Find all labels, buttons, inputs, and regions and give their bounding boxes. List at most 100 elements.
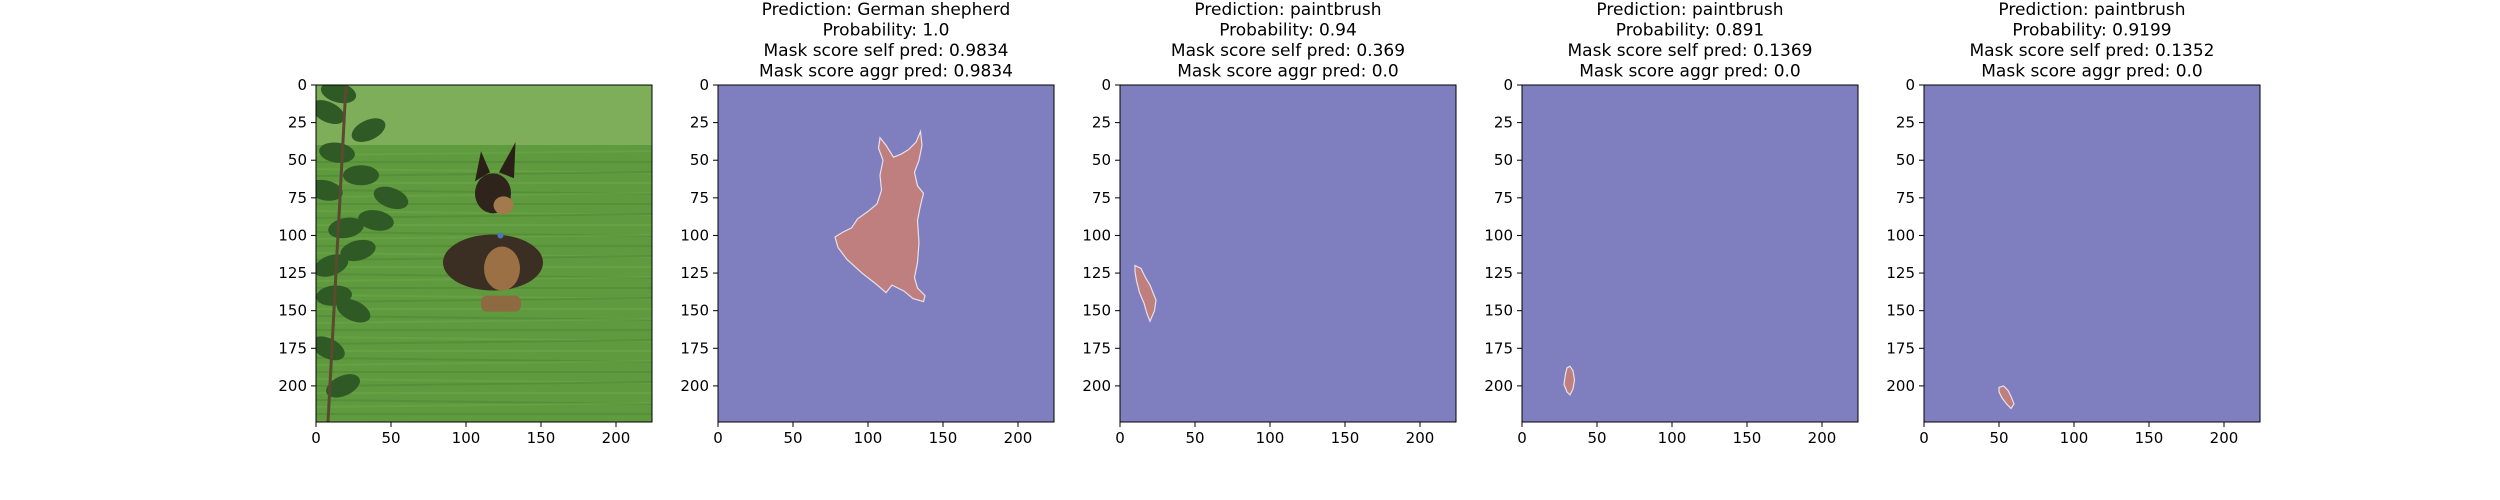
y-tick-label: 75 xyxy=(1092,189,1111,207)
panel-title-line: Probability: 1.0 xyxy=(823,21,950,41)
x-tick-label: 0 xyxy=(1517,429,1527,447)
leaf xyxy=(351,118,386,142)
y-tick-label: 25 xyxy=(690,114,709,132)
leaf xyxy=(373,186,409,210)
panel-title-line: Mask score self pred: 0.369 xyxy=(1171,41,1405,61)
y-tick-label: 0 xyxy=(1101,76,1111,94)
dog-ear xyxy=(499,142,516,179)
grass-texture xyxy=(316,424,652,428)
panel-title-line: Mask score aggr pred: 0.0 xyxy=(1177,62,1399,82)
panel-title-line: Probability: 0.891 xyxy=(1616,21,1764,41)
y-tick-label: 100 xyxy=(1082,226,1111,244)
y-tick-label: 175 xyxy=(680,339,709,357)
y-tick-label: 150 xyxy=(1484,302,1513,320)
y-tick-label: 100 xyxy=(1886,226,1915,244)
y-tick-label: 200 xyxy=(680,377,709,395)
dog-tag xyxy=(497,232,504,239)
axes-frame xyxy=(1119,84,1457,423)
mask-background xyxy=(1522,85,1858,422)
grass-texture xyxy=(316,402,652,408)
dog-chest xyxy=(484,246,520,291)
x-tick-label: 150 xyxy=(1331,429,1360,447)
y-tick-label: 50 xyxy=(1896,151,1915,169)
y-tick-label: 150 xyxy=(1886,302,1915,320)
panel-title-line: Prediction: German shepherd xyxy=(762,0,1011,20)
axes-frame xyxy=(1521,84,1859,423)
mask-background xyxy=(1120,85,1456,422)
x-tick-label: 0 xyxy=(1115,429,1125,447)
y-tick-label: 25 xyxy=(1092,114,1111,132)
plant-stem xyxy=(326,85,348,422)
mask-region xyxy=(834,129,926,303)
x-tick-label: 50 xyxy=(1989,429,2008,447)
mask-background xyxy=(1924,85,2260,422)
x-tick-label: 50 xyxy=(381,429,400,447)
y-tick-label: 175 xyxy=(1082,339,1111,357)
y-tick-label: 175 xyxy=(1484,339,1513,357)
x-tick-label: 50 xyxy=(783,429,802,447)
axes-frame xyxy=(1923,84,2261,423)
y-tick-label: 75 xyxy=(1896,189,1915,207)
panel-title-line: Prediction: paintbrush xyxy=(1194,0,1381,20)
y-tick-label: 25 xyxy=(1896,114,1915,132)
panel-title-line: Mask score aggr pred: 0.0 xyxy=(1579,62,1801,82)
x-tick-label: 200 xyxy=(2210,429,2239,447)
panel-title-line: Prediction: paintbrush xyxy=(1998,0,2185,20)
leaf xyxy=(326,374,360,398)
y-tick-label: 150 xyxy=(680,302,709,320)
grass-texture xyxy=(316,150,652,156)
dog-ear xyxy=(475,151,490,182)
y-tick-label: 0 xyxy=(297,76,307,94)
grass-texture xyxy=(316,381,652,387)
panel-title-line: Mask score self pred: 0.1352 xyxy=(1970,41,2215,61)
x-tick-label: 100 xyxy=(854,429,883,447)
panel-title-line: Mask score aggr pred: 0.9834 xyxy=(759,62,1013,82)
x-tick-label: 150 xyxy=(1733,429,1762,447)
chart-panel-5: 0 50 100 150 200 0 25 50 75 100 125 150 175 200 Predic… xyxy=(1886,0,2261,447)
y-tick-label: 0 xyxy=(1503,76,1513,94)
y-tick-label: 0 xyxy=(699,76,709,94)
mask-region xyxy=(1134,264,1157,323)
x-tick-label: 50 xyxy=(1587,429,1606,447)
y-tick-label: 200 xyxy=(1082,377,1111,395)
chart-panel-2: 0 50 100 150 200 0 25 50 75 100 125 150 175 200 Predic… xyxy=(680,0,1055,447)
x-tick-label: 150 xyxy=(527,429,556,447)
y-tick-label: 75 xyxy=(288,189,307,207)
x-tick-label: 200 xyxy=(602,429,631,447)
x-tick-label: 100 xyxy=(452,429,481,447)
dog-legs xyxy=(481,295,521,312)
leaf xyxy=(343,165,379,186)
panel-title-line: Mask score self pred: 0.1369 xyxy=(1568,41,1813,61)
input-photo xyxy=(316,85,652,428)
y-tick-label: 125 xyxy=(680,264,709,282)
mask-region xyxy=(1998,385,2015,410)
y-tick-label: 100 xyxy=(278,226,307,244)
y-tick-label: 200 xyxy=(278,377,307,395)
y-tick-label: 175 xyxy=(278,339,307,357)
y-tick-label: 75 xyxy=(1494,189,1513,207)
x-tick-label: 150 xyxy=(929,429,958,447)
leaf xyxy=(316,100,345,125)
y-tick-label: 125 xyxy=(278,264,307,282)
y-tick-label: 75 xyxy=(690,189,709,207)
leaf xyxy=(336,298,371,323)
y-tick-label: 50 xyxy=(690,151,709,169)
panel-title-line: Probability: 0.94 xyxy=(1219,21,1357,41)
leaf xyxy=(316,254,349,277)
y-tick-label: 50 xyxy=(1092,151,1111,169)
chart-panel-1: 0 50 100 150 200 0 25 50 75 100 125 150 175 200 xyxy=(278,76,653,447)
y-tick-label: 50 xyxy=(1494,151,1513,169)
y-tick-label: 150 xyxy=(278,302,307,320)
panel-title-line: Mask score self pred: 0.9834 xyxy=(764,41,1009,61)
x-tick-label: 0 xyxy=(311,429,321,447)
y-tick-label: 175 xyxy=(1886,339,1915,357)
leaf xyxy=(316,336,345,361)
dog-muzzle xyxy=(493,196,514,215)
y-tick-label: 200 xyxy=(1886,377,1915,395)
axes-frame xyxy=(717,84,1055,423)
panel-title-line: Probability: 0.9199 xyxy=(2012,21,2171,41)
mask-region xyxy=(1563,365,1576,396)
x-tick-label: 0 xyxy=(713,429,723,447)
chart-panel-3: 0 50 100 150 200 0 25 50 75 100 125 150 175 200 Predic… xyxy=(1082,0,1457,447)
